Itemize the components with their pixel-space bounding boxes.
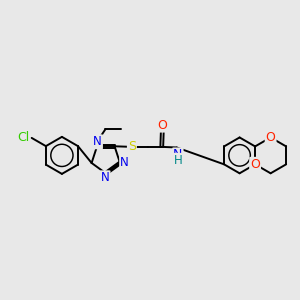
Text: Cl: Cl (17, 131, 29, 144)
Text: S: S (128, 140, 136, 153)
Text: N: N (93, 135, 102, 148)
Text: O: O (250, 158, 260, 171)
Text: N: N (101, 171, 110, 184)
Text: N: N (173, 148, 183, 161)
Text: O: O (266, 131, 276, 144)
Text: N: N (120, 156, 129, 169)
Text: O: O (158, 118, 167, 132)
Text: H: H (173, 154, 182, 167)
